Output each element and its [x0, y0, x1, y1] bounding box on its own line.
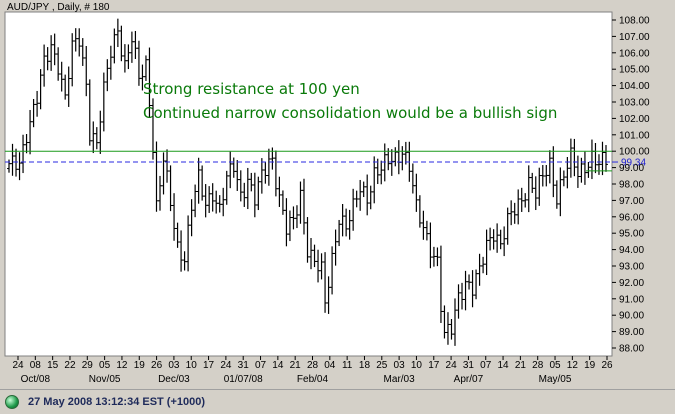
x-day-label: 29 [82, 360, 94, 371]
annotation-consolidation: Continued narrow consolidation would be … [143, 104, 557, 122]
ohlc-bar [604, 145, 608, 172]
y-tick-label: 93.00 [619, 262, 644, 273]
x-day-label: 03 [168, 360, 180, 371]
y-tick-label: 105.00 [619, 65, 650, 76]
x-day-label: 24 [220, 360, 232, 371]
x-day-label: 22 [64, 360, 76, 371]
price-chart: AUD/JPY , Daily, # 180 99.34 108.00 107.0… [4, 2, 650, 385]
x-month-label: Mar/03 [384, 374, 416, 385]
y-tick-label: 88.00 [619, 344, 644, 355]
x-day-label: 10 [411, 360, 423, 371]
level-lines: 99.34 [5, 150, 646, 172]
y-tick-label: 100.00 [619, 147, 650, 158]
chart-title: AUD/JPY , Daily, # 180 [7, 2, 110, 13]
y-tick-label: 104.00 [619, 81, 650, 92]
x-month-label: Nov/05 [89, 374, 121, 385]
status-bar: 27 May 2008 13:12:34 EST (+1000) [0, 389, 675, 414]
x-month-label: 01/07/08 [224, 374, 263, 385]
x-month-label: May/05 [539, 374, 572, 385]
x-day-label: 28 [307, 360, 319, 371]
status-timestamp: 27 May 2008 13:12:34 EST (+1000) [28, 396, 206, 408]
x-day-label: 07 [480, 360, 492, 371]
x-day-label: 10 [186, 360, 198, 371]
x-day-label: 21 [290, 360, 302, 371]
y-tick-label: 106.00 [619, 48, 650, 59]
x-day-label: 04 [324, 360, 336, 371]
x-day-label: 25 [376, 360, 388, 371]
y-tick-label: 95.00 [619, 229, 644, 240]
y-tick-label: 97.00 [619, 196, 644, 207]
x-day-label: 07 [255, 360, 267, 371]
x-day-label: 19 [134, 360, 146, 371]
x-day-label: 28 [532, 360, 544, 371]
y-tick-label: 108.00 [619, 16, 650, 27]
x-day-label: 08 [30, 360, 42, 371]
x-day-label: 18 [359, 360, 371, 371]
y-tick-label: 96.00 [619, 212, 644, 223]
x-day-label: 12 [116, 360, 128, 371]
x-day-label: 17 [428, 360, 440, 371]
x-day-label: 17 [203, 360, 215, 371]
y-tick-label: 90.00 [619, 311, 644, 322]
y-tick-label: 107.00 [619, 32, 650, 43]
y-tick-label: 98.00 [619, 180, 644, 191]
x-day-label: 05 [99, 360, 111, 371]
x-month-label: Dec/03 [158, 374, 190, 385]
annotation-resistance: Strong resistance at 100 yen [143, 80, 360, 98]
x-day-label: 31 [238, 360, 250, 371]
x-day-label: 15 [47, 360, 59, 371]
x-day-label: 05 [549, 360, 561, 371]
y-tick-label: 102.00 [619, 114, 650, 125]
x-day-label: 03 [394, 360, 406, 371]
x-day-label: 31 [463, 360, 475, 371]
x-month-label: Oct/08 [21, 374, 51, 385]
y-tick-label: 99.00 [619, 163, 644, 174]
plot-area [4, 11, 613, 357]
y-axis: 108.00 107.00 106.00 105.00 104.00 103.00 102.… [612, 16, 650, 355]
y-tick-label: 101.00 [619, 130, 650, 141]
x-day-label: 24 [12, 360, 24, 371]
y-tick-label: 89.00 [619, 327, 644, 338]
x-day-label: 19 [584, 360, 596, 371]
x-month-label: Feb/04 [297, 374, 329, 385]
current-price-label: 99.34 [621, 158, 646, 169]
x-month-label: Apr/07 [454, 374, 484, 385]
y-tick-label: 91.00 [619, 294, 644, 305]
y-tick-label: 92.00 [619, 278, 644, 289]
y-tick-label: 94.00 [619, 245, 644, 256]
x-axis: 24 08 15 22 29 05 12 19 26 03 10 17 24 31 07 14 21 28 04 11… [12, 356, 613, 385]
x-day-label: 12 [567, 360, 579, 371]
ohlc-bars [7, 18, 608, 346]
x-day-label: 24 [446, 360, 458, 371]
x-day-label: 11 [342, 360, 353, 371]
y-tick-label: 103.00 [619, 98, 650, 109]
green-orb-icon [5, 395, 19, 409]
x-day-label: 14 [497, 360, 509, 371]
x-day-label: 21 [515, 360, 527, 371]
x-day-label: 26 [601, 360, 613, 371]
x-day-label: 14 [272, 360, 284, 371]
x-day-label: 26 [151, 360, 163, 371]
